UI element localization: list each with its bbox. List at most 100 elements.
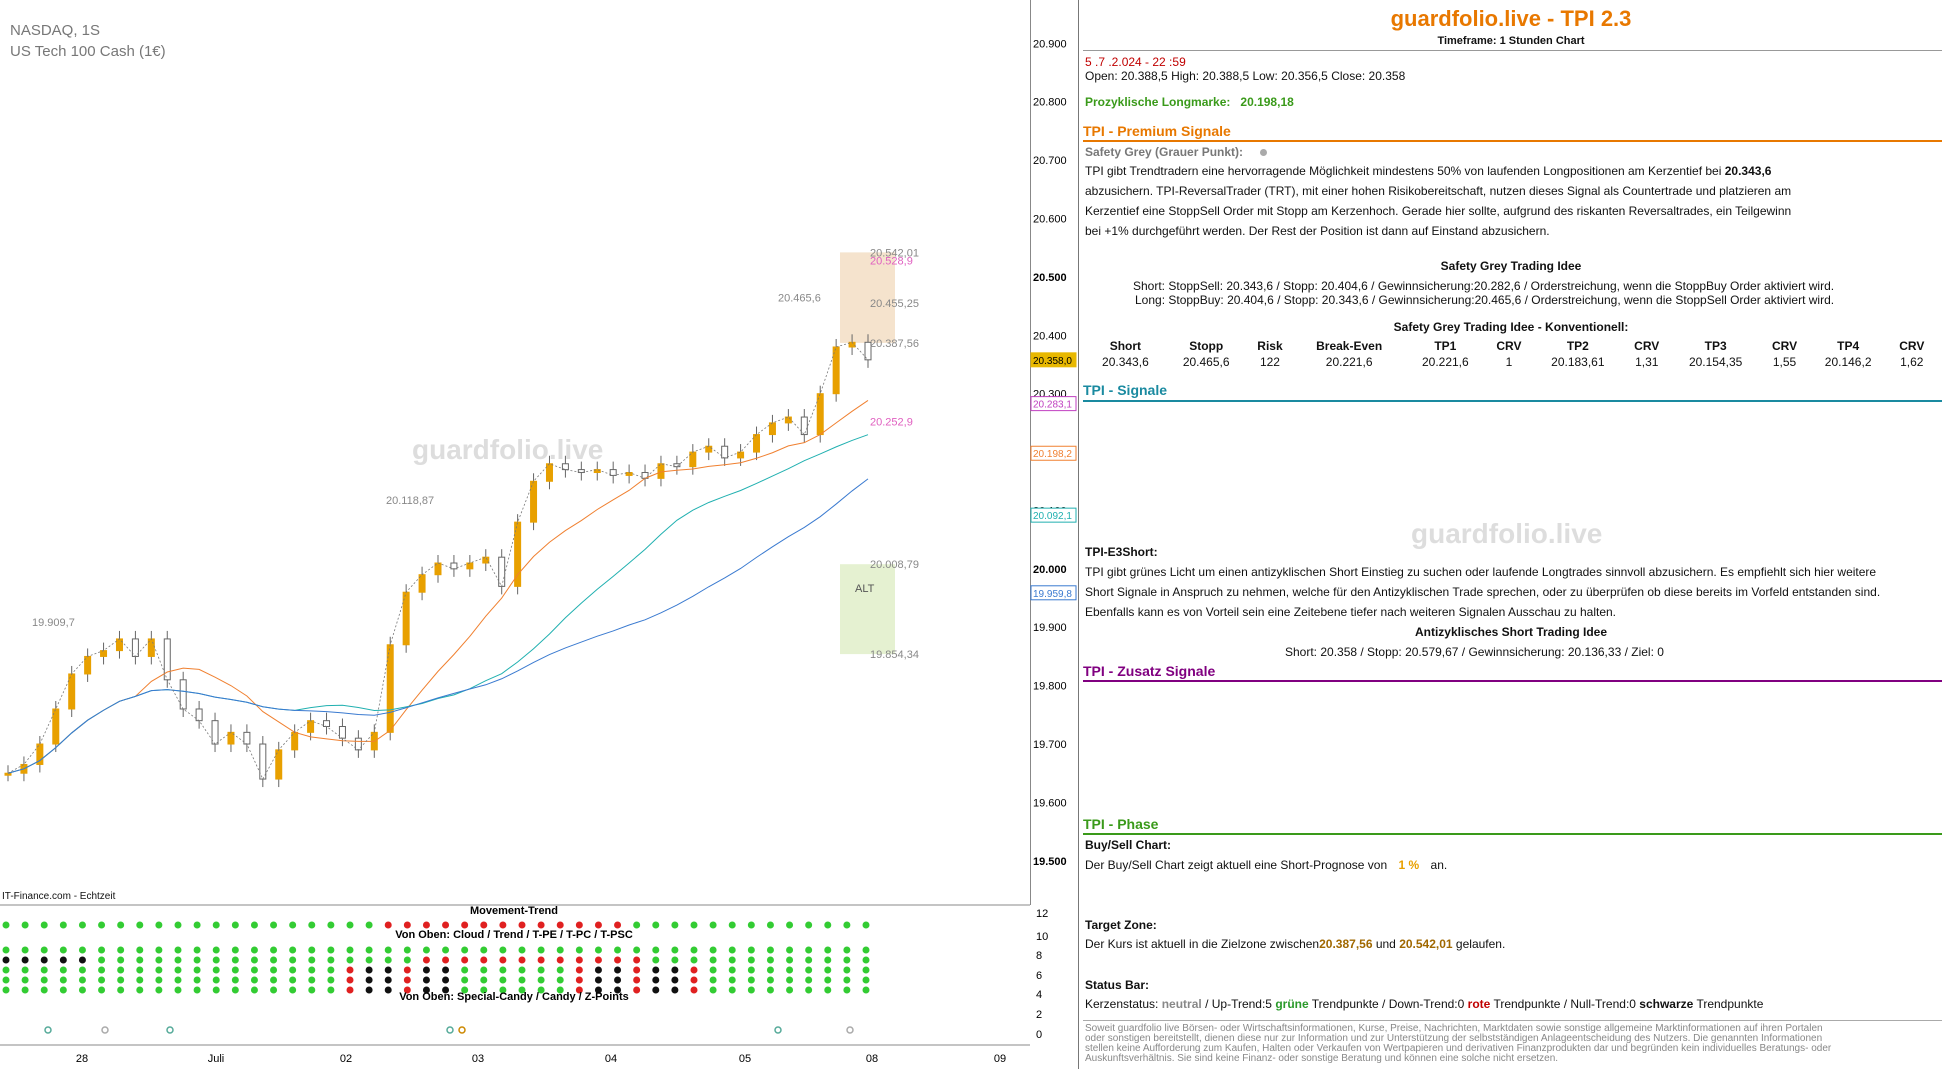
y-tick-label: 19.500 [1033,856,1067,868]
table-cell-4: 20.221,6 [1421,355,1469,369]
trend-dot [2,986,10,994]
candle-body [530,480,538,523]
trend-dot [556,966,564,974]
trend-dot [78,986,86,994]
trend-dot [728,966,736,974]
trend-dot [98,976,106,984]
table-header-3: Break-Even [1316,339,1383,353]
trend-dot [709,956,717,964]
trend-dot [862,986,870,994]
safety-text-1: TPI gibt Trendtradern eine hervorragende… [1085,164,1771,178]
trend-dot [136,956,144,964]
trend-dot [403,956,411,964]
trend-dot [193,986,201,994]
trend-dot [155,966,163,974]
axis-marker-label: 20.198,2 [1033,449,1072,460]
trend-dot [747,966,755,974]
safety-label: Safety Grey (Grauer Punkt): [1085,145,1268,159]
trend-dot [843,956,851,964]
trend-dot [384,956,392,964]
trend-dot [231,956,239,964]
chart-watermark: guardfolio.live [412,434,604,465]
trend-dot [174,976,182,984]
panel-title: guardfolio.live - TPI 2.3 [1390,6,1632,31]
trend-dot [308,976,316,984]
target-zone-box [840,252,895,343]
status-neutral: neutral [1161,997,1202,1011]
candle-body [545,463,553,482]
trend-dot [98,956,106,964]
price-label: 20.455,25 [870,298,919,310]
trend-dot [499,976,507,984]
indicator-y-tick: 6 [1036,970,1042,982]
trend-dot [231,976,239,984]
trend-dot [594,946,602,954]
trend-dot [594,956,602,964]
indicator-y-tick: 8 [1036,950,1042,962]
trend-dot [270,921,278,929]
trend-dot [250,921,258,929]
trend-dot [652,946,660,954]
table-header-10: TP4 [1837,339,1860,353]
trend-dot [231,921,239,929]
trend-dot [537,921,545,929]
trend-dot [155,986,163,994]
trend-dot [728,976,736,984]
trend-dot [747,956,755,964]
trend-dot [690,956,698,964]
trend-dot [365,956,373,964]
trend-dot [327,986,335,994]
trend-dot [461,956,469,964]
trend-dot [78,946,86,954]
trend-dot [537,986,545,994]
price-label: 20.008,79 [870,559,919,571]
table-cell-8: 20.154,35 [1688,355,1743,369]
trend-dot [442,956,450,964]
status-tp2: Trendpunkte / Null-Trend:0 [1490,997,1640,1011]
trend-dot [250,966,258,974]
trend-dot [633,956,641,964]
trend-dot [365,946,373,954]
safety-label-text: Safety Grey (Grauer Punkt): [1085,145,1244,159]
trend-dot [136,921,144,929]
trend-dot [21,946,29,954]
trend-dot [155,956,163,964]
trend-dot [327,956,335,964]
trend-dot [308,986,316,994]
x-tick-label: 03 [472,1053,484,1065]
panel-datetime: 5 .7 .2.024 - 22 :59 [1085,55,1186,69]
trend-dot [843,966,851,974]
axis-marker-box [1030,445,1077,461]
trend-dot [98,921,106,929]
chart-area[interactable]: ALT 20.542,01 20.528,9 20.465,6 20.455,25 20.… [0,0,1031,1065]
trend-dot [862,966,870,974]
axis-marker-label: 19.959,8 [1033,589,1072,600]
status-tp1: Trendpunkte / Down-Trend:0 [1308,997,1468,1011]
trend-dot [270,986,278,994]
trend-dot [652,976,660,984]
trend-dot [231,966,239,974]
source-label: IT-Finance.com - Echtzeit [2,891,116,902]
table-cell-1: 20.465,6 [1182,355,1230,369]
indicator-y-tick: 2 [1036,1009,1042,1021]
trend-dot [652,921,660,929]
y-tick-label: 20.700 [1033,155,1067,167]
trend-dot [824,921,832,929]
candle-body [354,737,362,751]
axis-marker-label: 20.092,1 [1033,511,1072,522]
trend-dot [499,986,507,994]
trend-dot [556,921,564,929]
trend-dot [862,976,870,984]
table-header-9: CRV [1771,339,1798,353]
premium-divider [1083,140,1942,142]
table-cell-3: 20.221,6 [1325,355,1373,369]
trend-dot [843,946,851,954]
trend-dot [289,976,297,984]
candle-body [259,743,267,780]
price-axis[interactable]: 20.900 20.800 20.700 20.600 20.500 20.400 20.3… [1030,0,1078,1069]
indicator-y-tick: 0 [1036,1029,1042,1041]
trend-dot [40,956,48,964]
trend-dot [59,956,67,964]
trend-dot [40,921,48,929]
